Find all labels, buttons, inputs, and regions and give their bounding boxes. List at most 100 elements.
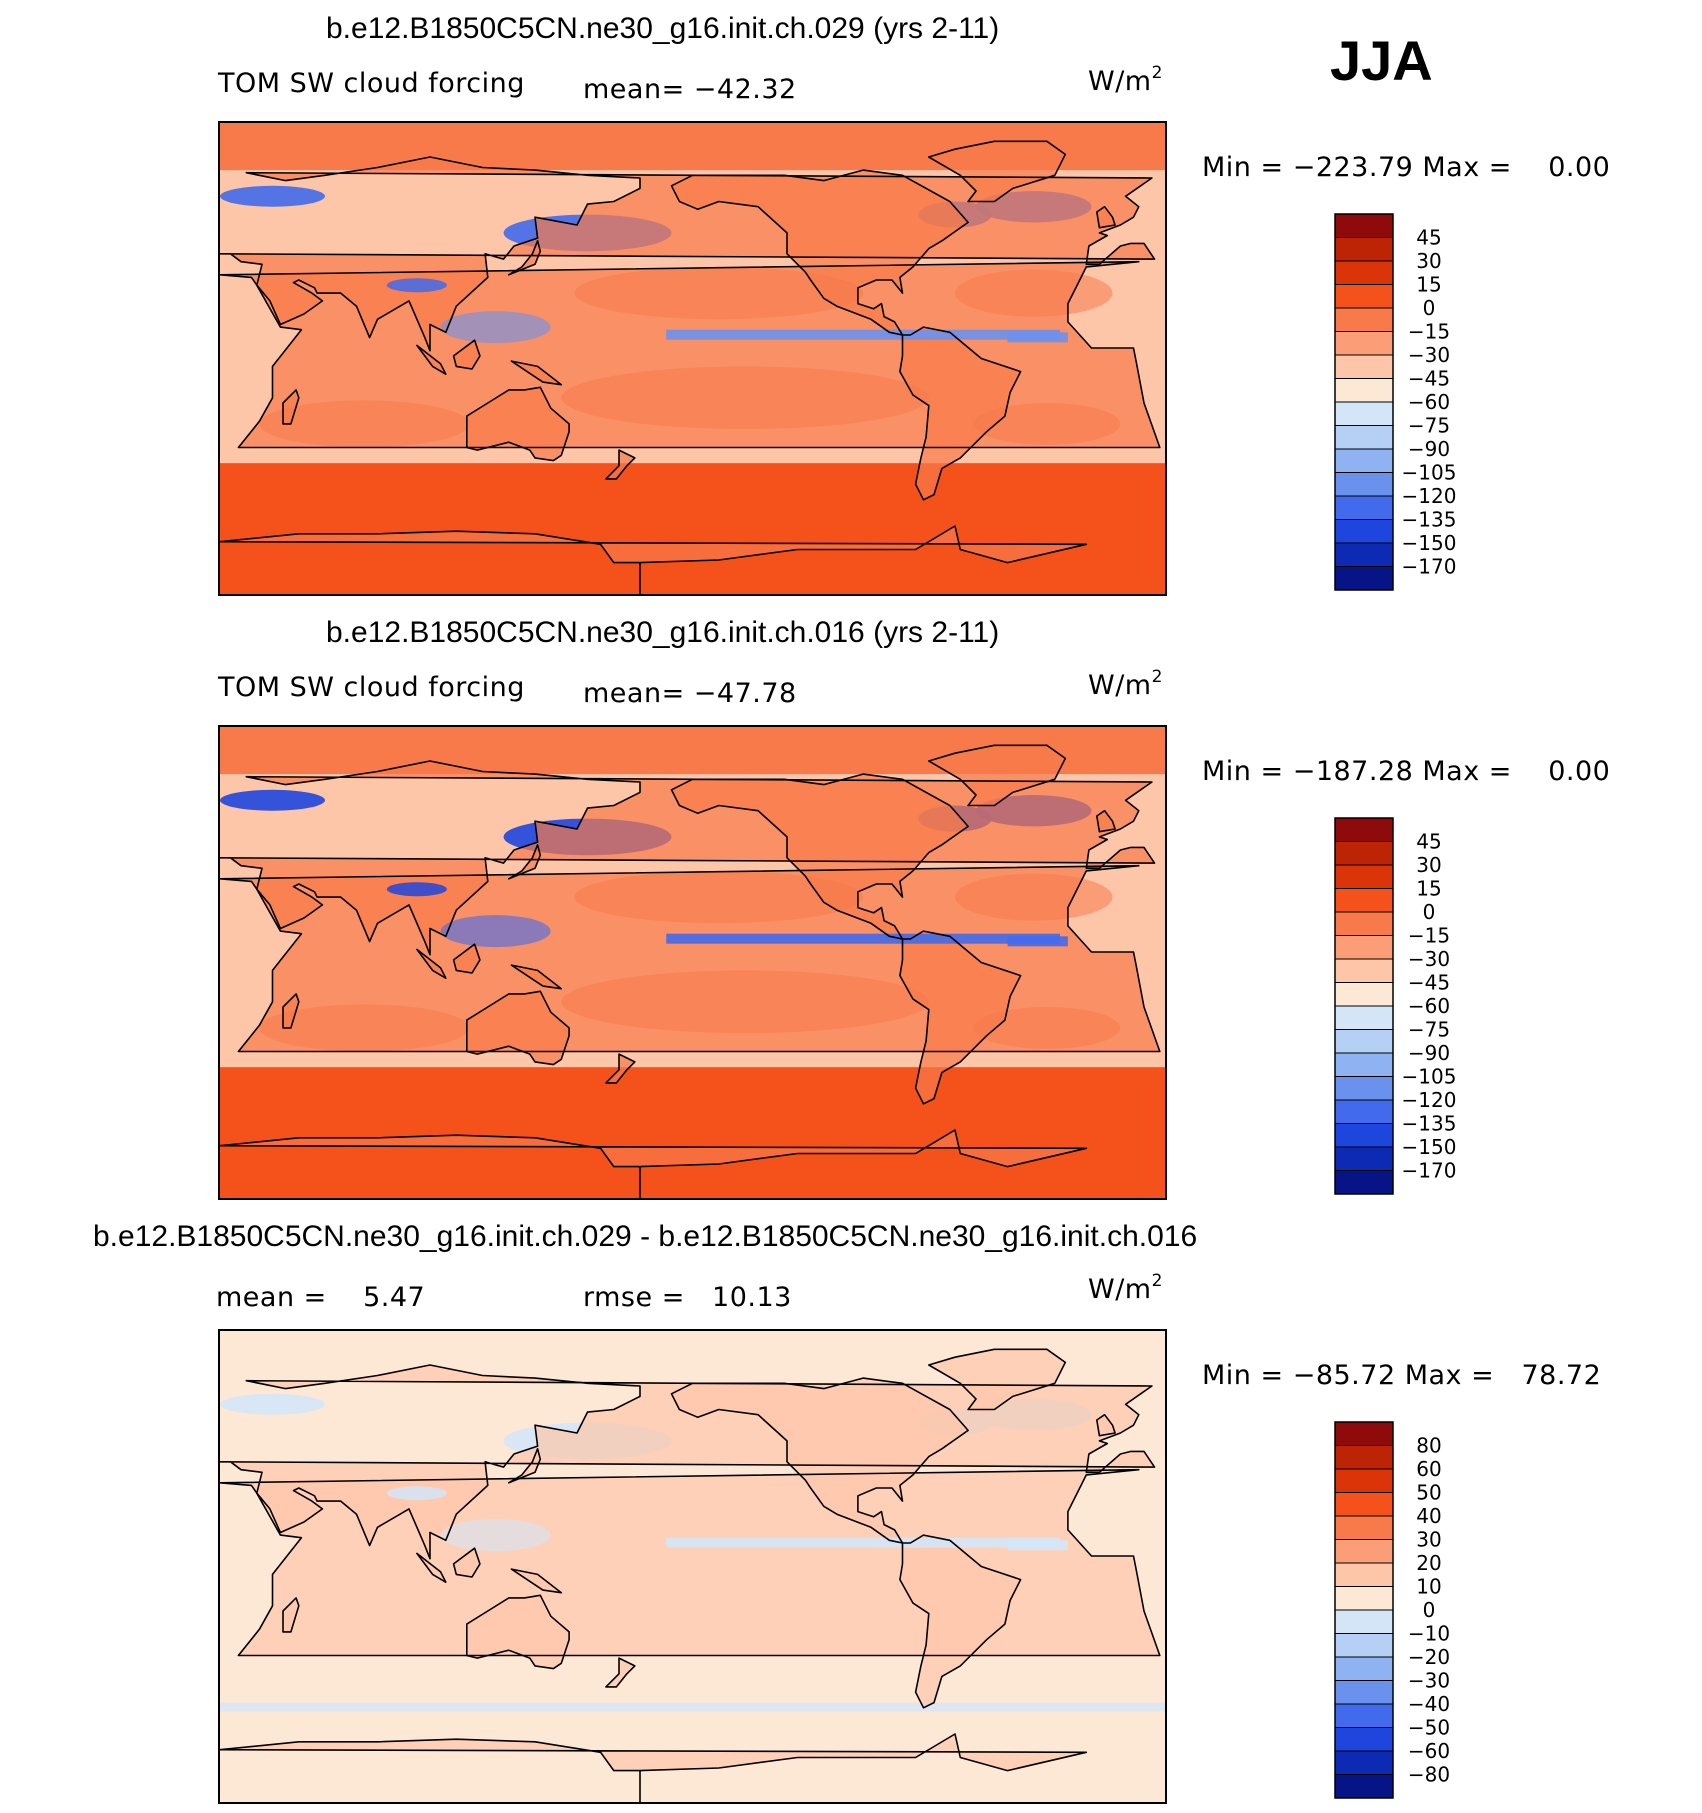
colorbar-swatch	[1334, 378, 1394, 403]
colorbar-swatch	[1334, 935, 1394, 960]
colorbar-tick-label: −15	[1408, 320, 1450, 344]
colorbar-swatch	[1334, 1609, 1394, 1634]
colorbar-swatch	[1334, 1562, 1394, 1587]
colorbar-tick-label: 30	[1416, 1528, 1441, 1552]
colorbar-swatch	[1334, 401, 1394, 426]
colorbar-swatch	[1334, 1727, 1394, 1752]
colorbar-tick-label: 0	[1423, 1598, 1436, 1622]
colorbar-tick-label: −60	[1408, 1739, 1450, 1763]
colorbar-swatch	[1334, 1005, 1394, 1030]
mean-label: mean= −47.78	[583, 678, 797, 709]
colorbar-tick-label: −30	[1408, 947, 1450, 971]
colorbar-tick-label: −45	[1408, 367, 1450, 391]
colorbar-swatch	[1334, 425, 1394, 450]
colorbar-swatch	[1334, 260, 1394, 285]
mean-label: mean = 5.47	[216, 1282, 426, 1313]
field-label: TOM SW cloud forcing	[218, 672, 525, 703]
colorbar-tick-label: 0	[1423, 296, 1436, 320]
colorbar-swatch	[1334, 542, 1394, 567]
colorbar-tick-label: −75	[1408, 414, 1450, 438]
colorbar-swatch	[1334, 1492, 1394, 1517]
colorbar-tick-label: 80	[1416, 1434, 1441, 1458]
colorbar-swatch	[1334, 958, 1394, 983]
colorbar-tick-label: 15	[1416, 877, 1441, 901]
colorbar-tick-label: −135	[1402, 1112, 1457, 1136]
colorbar-swatch	[1334, 1633, 1394, 1658]
minmax-label: Min = −223.79 Max = 0.00	[1202, 152, 1611, 183]
colorbar-swatch	[1334, 888, 1394, 913]
colorbar-swatch	[1334, 1586, 1394, 1611]
colorbar-tick-label: −170	[1402, 1159, 1457, 1183]
colorbar-swatch	[1334, 1703, 1394, 1728]
colorbar-swatch	[1334, 448, 1394, 473]
colorbar-swatch	[1334, 1052, 1394, 1077]
colorbar-swatch	[1334, 1468, 1394, 1493]
colorbar-swatch	[1334, 1680, 1394, 1705]
colorbar-swatch	[1334, 519, 1394, 544]
colorbar-swatch	[1334, 237, 1394, 262]
colorbar-swatch	[1334, 331, 1394, 356]
colorbar-swatch	[1334, 1750, 1394, 1775]
colorbar-tick-label: −120	[1402, 1088, 1457, 1112]
colorbar-tick-label: 45	[1416, 830, 1441, 854]
colorbar-swatch	[1334, 354, 1394, 379]
season-label: JJA	[1330, 29, 1433, 92]
colorbar-tick-label: −50	[1408, 1716, 1450, 1740]
colorbar: 45 30 15 0 −15 −30 −45 −60 −75 −90 −105 −120 −135 −15…	[1334, 817, 1474, 1195]
colorbar-tick-label: −120	[1402, 484, 1457, 508]
colorbar-tick-label: −90	[1408, 437, 1450, 461]
colorbar-swatch	[1334, 864, 1394, 889]
colorbar-tick-label: 30	[1416, 853, 1441, 877]
colorbar-tick-label: 20	[1416, 1551, 1441, 1575]
panel-title: b.e12.B1850C5CN.ne30_g16.init.ch.029 (yr…	[326, 12, 1000, 45]
colorbar-swatch	[1334, 1076, 1394, 1101]
colorbar-tick-label: −30	[1408, 343, 1450, 367]
colorbar-tick-label: 60	[1416, 1457, 1441, 1481]
colorbar-swatch	[1334, 1421, 1394, 1446]
colorbar-swatch	[1334, 982, 1394, 1007]
colorbar-swatch	[1334, 1123, 1394, 1148]
colorbar-tick-label: −170	[1402, 555, 1457, 579]
colorbar-tick-label: −90	[1408, 1041, 1450, 1065]
colorbar-swatch	[1334, 1029, 1394, 1054]
colorbar-tick-label: 0	[1423, 900, 1436, 924]
colorbar-tick-label: −150	[1402, 531, 1457, 555]
minmax-label: Min = −85.72 Max = 78.72	[1202, 1360, 1602, 1391]
colorbar-tick-label: −40	[1408, 1692, 1450, 1716]
colorbar: 80 60 50 40 30 20 10 0 −10 −20 −30 −40 −50 −60 −80	[1334, 1421, 1474, 1799]
colorbar-swatch	[1334, 566, 1394, 591]
colorbar-tick-label: −80	[1408, 1763, 1450, 1787]
colorbar-swatch	[1334, 1445, 1394, 1470]
units-label: W/m2	[1088, 63, 1163, 97]
colorbar-swatch	[1334, 495, 1394, 520]
minmax-label: Min = −187.28 Max = 0.00	[1202, 756, 1611, 787]
colorbar-swatch	[1334, 1539, 1394, 1564]
colorbar-swatch	[1334, 472, 1394, 497]
colorbar-tick-label: 50	[1416, 1481, 1441, 1505]
colorbar-tick-label: −20	[1408, 1645, 1450, 1669]
map-panel	[218, 725, 1167, 1200]
colorbar-tick-label: −150	[1402, 1135, 1457, 1159]
colorbar-swatch	[1334, 1146, 1394, 1171]
field-label: TOM SW cloud forcing	[218, 68, 525, 99]
colorbar-swatch	[1334, 817, 1394, 842]
colorbar-tick-label: −15	[1408, 924, 1450, 948]
colorbar-tick-label: −105	[1402, 1065, 1457, 1089]
colorbar-tick-label: −30	[1408, 1669, 1450, 1693]
colorbar-tick-label: 45	[1416, 226, 1441, 250]
colorbar-swatch	[1334, 1515, 1394, 1540]
colorbar-swatch	[1334, 1170, 1394, 1195]
colorbar-tick-label: −75	[1408, 1018, 1450, 1042]
colorbar-swatch	[1334, 284, 1394, 309]
colorbar-tick-label: −60	[1408, 390, 1450, 414]
mean-label: mean= −42.32	[583, 74, 797, 105]
colorbar-swatch	[1334, 1774, 1394, 1799]
colorbar-tick-label: −135	[1402, 508, 1457, 532]
colorbar-tick-label: 40	[1416, 1504, 1441, 1528]
colorbar-tick-label: 10	[1416, 1575, 1441, 1599]
panel-title: b.e12.B1850C5CN.ne30_g16.init.ch.016 (yr…	[326, 616, 1000, 649]
colorbar-tick-label: −60	[1408, 994, 1450, 1018]
map-panel	[218, 121, 1167, 596]
colorbar-tick-label: −105	[1402, 461, 1457, 485]
colorbar-tick-label: −45	[1408, 971, 1450, 995]
